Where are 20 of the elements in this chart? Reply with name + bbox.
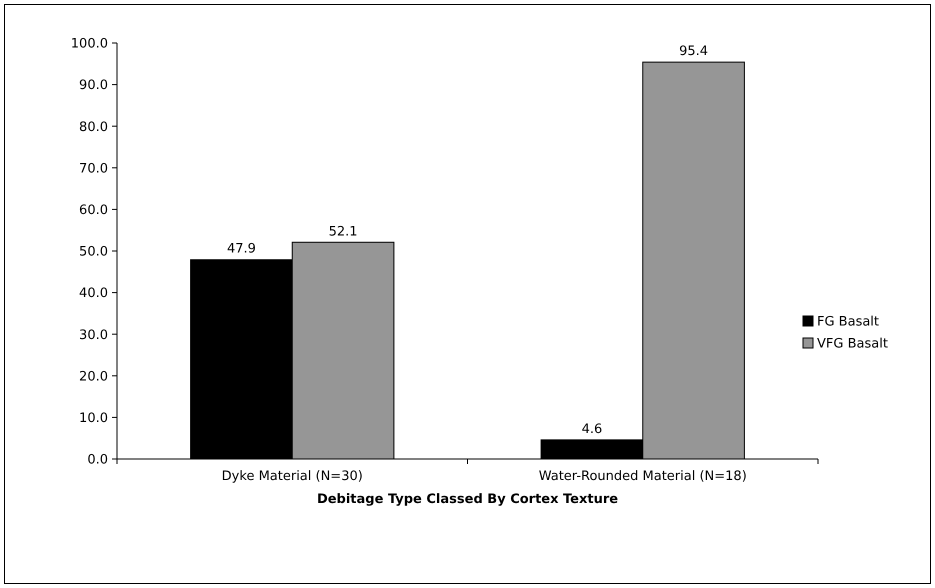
data-label: 4.6: [582, 422, 602, 437]
y-tick-label: 30.0: [79, 328, 108, 343]
y-tick-label: 20.0: [79, 369, 108, 384]
y-tick-label: 10.0: [79, 410, 108, 426]
legend-label: FG Basalt: [817, 314, 880, 330]
y-tick-label: 60.0: [79, 202, 108, 218]
y-tick-label: 50.0: [79, 244, 108, 260]
y-tick-label: 80.0: [79, 120, 108, 135]
x-axis-title: Debitage Type Classed By Cortex Texture: [316, 492, 618, 507]
data-label: 52.1: [328, 224, 358, 240]
y-tick-label: 90.0: [79, 78, 108, 94]
data-label: 95.4: [679, 44, 708, 60]
y-tick-label: 40.0: [79, 286, 108, 302]
y-tick-label: 0.0: [87, 452, 108, 468]
y-tick-label: 70.0: [79, 161, 108, 176]
x-tick-label: Dyke Material (N=30): [222, 469, 363, 484]
legend-label: VFG Basalt: [817, 336, 888, 352]
data-label: 47.9: [226, 242, 256, 257]
y-tick-label: 100.0: [70, 36, 108, 52]
x-tick-label: Water-Rounded Material (N=18): [538, 469, 747, 484]
